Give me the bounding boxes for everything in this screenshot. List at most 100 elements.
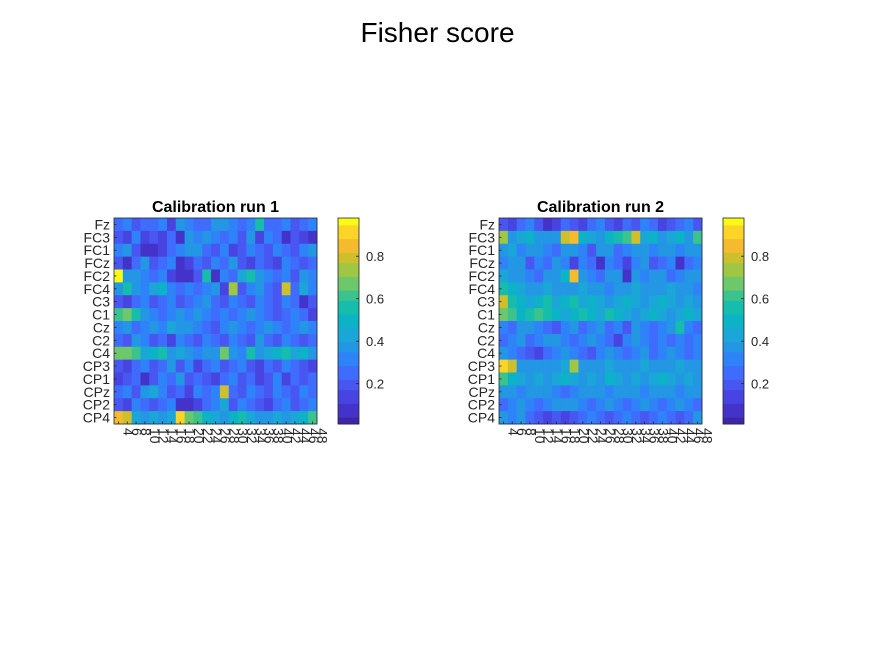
colorbar-segment (338, 413, 359, 418)
x-tick-label: 10 (532, 428, 548, 444)
heatmap-cell (131, 218, 141, 232)
heatmap-cell (560, 269, 571, 283)
heatmap-cell (560, 333, 571, 348)
heatmap-cell (499, 218, 509, 232)
heatmap-cell (219, 282, 230, 296)
heatmap-cell (596, 243, 606, 258)
heatmap-cell (308, 359, 318, 373)
heatmap-cell (613, 385, 623, 399)
heatmap-cell (158, 295, 168, 309)
heatmap-cell (255, 321, 265, 335)
heatmap-cell (666, 372, 676, 386)
heatmap-cell (587, 398, 597, 412)
y-tick-label: CP2 (83, 397, 110, 413)
heatmap-cell (525, 230, 535, 245)
heatmap-cell (499, 308, 509, 322)
heatmap-cell (175, 308, 186, 322)
heatmap-cell (693, 230, 703, 245)
heatmap-cell (684, 295, 694, 309)
heatmap-cell (684, 398, 694, 412)
heatmap-cell (264, 359, 274, 373)
heatmap-cell (640, 372, 650, 386)
heatmap-cell (613, 333, 623, 348)
heatmap-cell (193, 398, 203, 412)
heatmap-cell (158, 359, 168, 373)
heatmap-cell (166, 385, 177, 399)
heatmap-cell (693, 398, 703, 412)
heatmap-cell (578, 282, 588, 296)
heatmap-cell (299, 398, 309, 412)
y-tick-label: CP2 (468, 397, 495, 413)
heatmap-cell (149, 269, 159, 283)
heatmap-cell (290, 411, 300, 425)
x-tick-label: 20 (576, 428, 592, 444)
heatmap-cell (569, 372, 579, 386)
heatmap-cell (640, 359, 650, 373)
heatmap-cell (290, 398, 300, 412)
heatmap-cell (228, 218, 238, 232)
heatmap-cell (246, 269, 256, 283)
colorbar-segment (723, 338, 744, 343)
heatmap-cell (299, 256, 309, 270)
heatmap-cell (534, 333, 544, 348)
heatmap-cell (516, 282, 526, 296)
heatmap-cell (516, 230, 526, 245)
heatmap-cell (666, 411, 676, 425)
heatmap-cell (596, 411, 606, 425)
heatmap-cell (219, 256, 230, 270)
heatmap-cell (219, 269, 230, 283)
heatmap-cell (255, 372, 265, 386)
heatmap-cell (499, 346, 509, 361)
colorbar-segment (723, 382, 744, 387)
heatmap-cell (166, 346, 177, 361)
heatmap-cell (657, 218, 668, 232)
heatmap-cell (578, 346, 588, 361)
heatmap-cell (666, 218, 676, 232)
heatmap-cell (166, 256, 177, 270)
colorbar-segment (338, 321, 359, 325)
heatmap-cell (264, 218, 274, 232)
heatmap-cell (131, 230, 141, 245)
colorbar-segment (338, 296, 359, 301)
heatmap-cell (657, 346, 668, 361)
colorbar-tick-label: 0.4 (366, 334, 384, 349)
heatmap-cell (237, 269, 247, 283)
heatmap-cell (184, 243, 194, 258)
heatmap-cell (596, 282, 606, 296)
heatmap-cell (560, 321, 571, 335)
heatmap-cell (237, 308, 247, 322)
heatmap-cell (684, 256, 694, 270)
heatmap-cell (193, 218, 203, 232)
colorbar-segment (338, 324, 359, 329)
heatmap-cell (202, 333, 212, 348)
heatmap-cell (175, 321, 186, 335)
heatmap-cell (578, 256, 588, 270)
heatmap-cell (657, 269, 668, 283)
heatmap-cell (140, 243, 150, 258)
heatmap-cell (211, 411, 221, 425)
heatmap-cell (560, 282, 571, 296)
x-tick-label: 18 (182, 428, 198, 444)
heatmap-cell (202, 269, 212, 283)
heatmap-cell (290, 243, 300, 258)
heatmap-cell (622, 230, 632, 245)
heatmap-cell (237, 282, 247, 296)
heatmap-cell (264, 346, 274, 361)
heatmap-cell (543, 385, 553, 399)
heatmap-cell (228, 269, 238, 283)
heatmap-cell (237, 321, 247, 335)
colorbar-segment (338, 290, 359, 295)
heatmap-cell (175, 282, 186, 296)
heatmap-cell (308, 411, 318, 425)
heatmap-cell (543, 218, 553, 232)
heatmap-cell (237, 218, 247, 232)
colorbar-segment (338, 341, 359, 346)
heatmap-cell (255, 346, 265, 361)
heatmap-cell (507, 295, 518, 309)
heatmap-cell (525, 372, 535, 386)
colorbar-segment (723, 403, 744, 408)
colorbar-segment (723, 375, 744, 380)
heatmap-cell (657, 321, 668, 335)
x-tick-label: 42 (288, 428, 304, 444)
heatmap-cell (166, 308, 177, 322)
